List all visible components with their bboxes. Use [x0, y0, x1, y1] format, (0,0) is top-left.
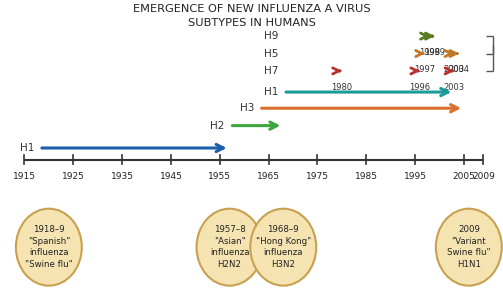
Text: EMERGENCE OF NEW INFLUENZA A VIRUS
SUBTYPES IN HUMANS: EMERGENCE OF NEW INFLUENZA A VIRUS SUBTY… [133, 4, 370, 28]
Text: 1935: 1935 [111, 172, 134, 181]
Text: 1975: 1975 [306, 172, 329, 181]
Text: H2: H2 [210, 121, 225, 131]
Ellipse shape [197, 209, 263, 286]
Text: 2009: 2009 [472, 172, 495, 181]
Text: H5: H5 [264, 49, 278, 59]
Text: 2003: 2003 [444, 83, 465, 92]
Ellipse shape [16, 209, 82, 286]
Text: 1915: 1915 [13, 172, 36, 181]
Text: 1985: 1985 [355, 172, 378, 181]
Text: 1945: 1945 [159, 172, 183, 181]
Text: 1998: 1998 [419, 48, 440, 57]
Text: 2004: 2004 [449, 65, 469, 74]
Text: 1968–9
"Hong Kong"
influenza
H3N2: 1968–9 "Hong Kong" influenza H3N2 [256, 226, 311, 269]
Text: 1999: 1999 [424, 48, 445, 57]
Text: 2005: 2005 [453, 172, 475, 181]
Text: 1996: 1996 [409, 83, 431, 92]
Text: 1925: 1925 [62, 172, 85, 181]
Text: 1957–8
"Asian"
influenza
H2N2: 1957–8 "Asian" influenza H2N2 [210, 226, 249, 269]
Text: 1980: 1980 [331, 83, 353, 92]
Ellipse shape [436, 209, 502, 286]
Text: 1955: 1955 [208, 172, 231, 181]
Text: H1: H1 [264, 87, 278, 97]
Text: 1965: 1965 [257, 172, 280, 181]
Text: H7: H7 [264, 66, 278, 76]
Text: H9: H9 [264, 31, 278, 41]
Text: 1995: 1995 [403, 172, 427, 181]
Text: H1: H1 [20, 143, 34, 153]
Ellipse shape [250, 209, 316, 286]
Text: 1997: 1997 [414, 65, 436, 74]
Text: H3: H3 [239, 103, 254, 113]
Text: 2009
"Variant
Swine flu"
H1N1: 2009 "Variant Swine flu" H1N1 [447, 226, 490, 269]
Text: 2003: 2003 [444, 65, 465, 74]
Text: 1918–9
"Spanish"
influenza
"Swine flu": 1918–9 "Spanish" influenza "Swine flu" [25, 226, 73, 269]
